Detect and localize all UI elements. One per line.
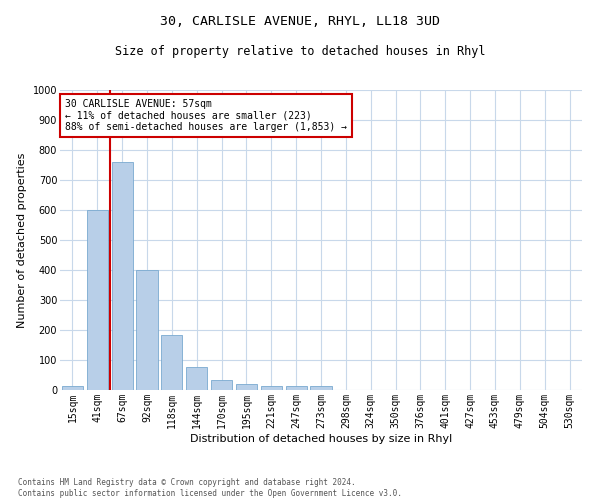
Bar (62, 386, 83, 390)
Text: Size of property relative to detached houses in Rhyl: Size of property relative to detached ho… (115, 45, 485, 58)
X-axis label: Distribution of detached houses by size in Rhyl: Distribution of detached houses by size … (190, 434, 452, 444)
Bar (112, 162, 133, 390)
Y-axis label: Number of detached properties: Number of detached properties (17, 152, 27, 328)
Bar (310, 386, 332, 390)
Bar (87, 210, 108, 390)
Bar (136, 270, 158, 390)
Bar (236, 384, 257, 390)
Bar (286, 386, 307, 390)
Bar (261, 386, 282, 390)
Text: 30, CARLISLE AVENUE, RHYL, LL18 3UD: 30, CARLISLE AVENUE, RHYL, LL18 3UD (160, 15, 440, 28)
Bar (186, 367, 207, 390)
Text: Contains HM Land Registry data © Crown copyright and database right 2024.
Contai: Contains HM Land Registry data © Crown c… (18, 478, 402, 498)
Bar (211, 380, 232, 390)
Text: 30 CARLISLE AVENUE: 57sqm
← 11% of detached houses are smaller (223)
88% of semi: 30 CARLISLE AVENUE: 57sqm ← 11% of detac… (65, 99, 347, 132)
Bar (161, 334, 182, 390)
